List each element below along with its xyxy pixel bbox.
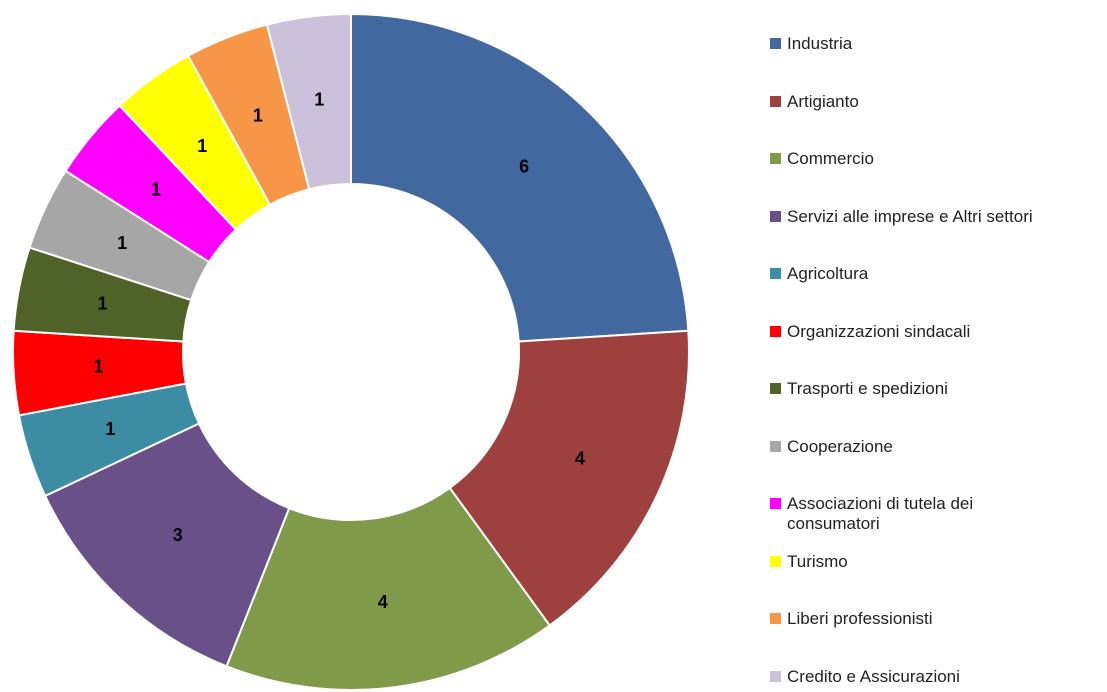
legend-label: Servizi alle imprese e Altri settori [787,206,1033,226]
legend-label: Organizzazioni sindacali [787,321,971,341]
legend-swatch [770,555,781,567]
legend-label: Liberi professionisti [787,609,933,628]
legend-item: Artigianto [770,92,1097,112]
data-label: 1 [253,106,263,126]
legend-label: Industria [787,34,853,53]
legend-item: Commercio [770,149,1097,169]
data-label: 1 [97,293,107,313]
data-label: 1 [197,136,207,156]
data-label: 3 [173,525,183,545]
legend-swatch [770,325,781,337]
legend-swatch [770,613,781,624]
legend-swatch [770,210,781,222]
legend-label: Credito e Assicurazioni [787,666,960,686]
legend-swatch [770,38,781,49]
legend-label: Turismo [787,551,848,571]
data-label: 4 [575,448,585,468]
legend-item: Industria [770,34,1097,54]
legend-swatch [770,268,781,279]
legend-item: Credito e Assicurazioni [770,667,1097,687]
data-label: 1 [151,179,161,199]
data-label: 1 [105,419,115,439]
legend-item: Liberi professionisti [770,609,1097,629]
legend-item: Cooperazione [770,437,1097,457]
legend-swatch [770,95,781,107]
legend-item: Agricoltura [770,264,1097,284]
legend-swatch [770,440,781,452]
legend-item: Turismo [770,552,1097,572]
data-label: 1 [93,357,103,377]
legend-label: Trasporti e spedizioni [787,379,948,398]
donut-segment [448,329,690,627]
legend-item: Trasporti e spedizioni [770,379,1097,399]
legend-swatch [770,383,781,394]
legend-swatch [770,153,781,164]
legend-item: Associazioni di tutela dei consumatori [770,494,1047,534]
donut-plot: 6 4 4 3 1 1 1 1 1 1 1 1 [12,12,690,691]
legend-label: Artigianto [787,91,859,111]
data-label: 6 [519,156,529,176]
donut-segment [225,486,552,691]
legend-label: Commercio [787,149,874,168]
legend-swatch [770,670,781,682]
donut-segment [265,12,352,191]
legend-label: Agricoltura [787,264,869,283]
donut-segment [350,12,690,343]
data-label: 4 [378,592,388,612]
legend-swatch [770,498,781,509]
legend-item: Organizzazioni sindacali [770,322,1097,342]
data-label: 1 [117,233,127,253]
legend-item: Servizi alle imprese e Altri settori [770,207,1097,227]
data-label: 1 [314,90,324,110]
legend-label: Cooperazione [787,436,893,456]
donut-segment [43,422,291,668]
legend-label: Associazioni di tutela dei consumatori [787,494,974,533]
